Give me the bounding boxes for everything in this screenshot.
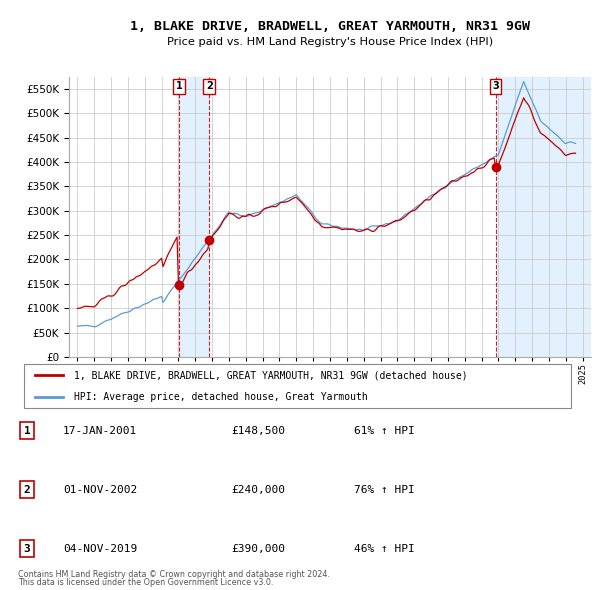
Text: 01-NOV-2002: 01-NOV-2002: [63, 485, 137, 494]
Text: 04-NOV-2019: 04-NOV-2019: [63, 544, 137, 553]
Text: 1, BLAKE DRIVE, BRADWELL, GREAT YARMOUTH, NR31 9GW: 1, BLAKE DRIVE, BRADWELL, GREAT YARMOUTH…: [130, 20, 530, 33]
FancyBboxPatch shape: [23, 364, 571, 408]
Text: 3: 3: [23, 544, 31, 553]
Text: 17-JAN-2001: 17-JAN-2001: [63, 426, 137, 435]
Text: 46% ↑ HPI: 46% ↑ HPI: [354, 544, 415, 553]
Text: £148,500: £148,500: [231, 426, 285, 435]
Text: £240,000: £240,000: [231, 485, 285, 494]
Text: 3: 3: [492, 81, 499, 91]
Text: 61% ↑ HPI: 61% ↑ HPI: [354, 426, 415, 435]
Text: 1: 1: [176, 81, 182, 91]
Text: HPI: Average price, detached house, Great Yarmouth: HPI: Average price, detached house, Grea…: [74, 392, 368, 402]
Text: £390,000: £390,000: [231, 544, 285, 553]
Bar: [496, 77, 591, 357]
Text: 1: 1: [23, 426, 31, 435]
Text: 76% ↑ HPI: 76% ↑ HPI: [354, 485, 415, 494]
Text: This data is licensed under the Open Government Licence v3.0.: This data is licensed under the Open Gov…: [18, 578, 274, 587]
Text: 1, BLAKE DRIVE, BRADWELL, GREAT YARMOUTH, NR31 9GW (detached house): 1, BLAKE DRIVE, BRADWELL, GREAT YARMOUTH…: [74, 370, 468, 380]
Bar: [179, 77, 209, 357]
Text: 2: 2: [206, 81, 212, 91]
Text: Contains HM Land Registry data © Crown copyright and database right 2024.: Contains HM Land Registry data © Crown c…: [18, 571, 330, 579]
Text: Price paid vs. HM Land Registry's House Price Index (HPI): Price paid vs. HM Land Registry's House …: [167, 38, 493, 47]
Text: 2: 2: [23, 485, 31, 494]
